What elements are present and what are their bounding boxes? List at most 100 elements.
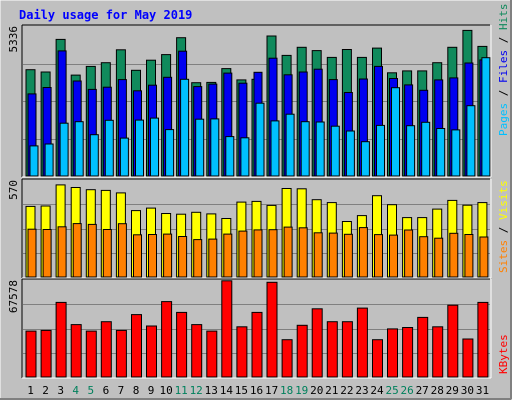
y-max-label: 67578 xyxy=(7,280,20,313)
bar-pages xyxy=(467,106,475,176)
bar-kbytes xyxy=(327,322,337,377)
bar-kbytes xyxy=(237,327,247,377)
bar-pages xyxy=(90,135,98,176)
x-tick-label: 3 xyxy=(57,384,64,397)
x-tick-label: 16 xyxy=(250,384,263,397)
bar-sites xyxy=(43,230,51,278)
bar-sites xyxy=(179,237,187,278)
bar-kbytes xyxy=(252,312,262,377)
bar-sites xyxy=(269,230,277,277)
bar-kbytes xyxy=(403,328,413,378)
x-tick-label: 10 xyxy=(159,384,172,397)
x-tick-label: 24 xyxy=(370,384,384,397)
bar-pages xyxy=(361,142,369,176)
bar-pages xyxy=(60,123,68,176)
legend-pages-files-hits: Pages / Files / Hits xyxy=(497,4,510,137)
bar-kbytes xyxy=(478,302,488,377)
bar-sites xyxy=(359,228,367,277)
bar-sites xyxy=(224,234,232,277)
bar-pages xyxy=(256,103,264,176)
x-tick-label: 28 xyxy=(431,384,444,397)
bar-pages xyxy=(136,120,144,176)
bar-pages xyxy=(30,146,38,176)
y-max-label: 570 xyxy=(7,180,20,200)
bar-sites xyxy=(149,235,157,278)
bar-kbytes xyxy=(116,330,126,377)
legend-sites-visits: Sites / Visits xyxy=(497,180,510,273)
x-tick-label: 30 xyxy=(461,384,474,397)
bar-kbytes xyxy=(207,331,217,377)
bar-kbytes xyxy=(357,308,367,377)
bar-kbytes xyxy=(101,322,111,377)
bar-pages xyxy=(407,126,415,176)
x-tick-label: 1 xyxy=(27,384,34,397)
chart-title: Daily usage for May 2019 xyxy=(19,8,192,22)
bar-kbytes xyxy=(162,302,172,377)
bar-sites xyxy=(344,234,352,277)
bar-pages xyxy=(286,114,294,176)
x-tick-label: 4 xyxy=(72,384,79,397)
bar-pages xyxy=(211,119,219,176)
bar-sites xyxy=(103,230,111,278)
bar-kbytes xyxy=(132,315,142,377)
bar-kbytes xyxy=(297,325,307,377)
bar-pages xyxy=(181,79,189,176)
x-tick-label: 8 xyxy=(133,384,140,397)
x-tick-label: 25 xyxy=(385,384,398,397)
bar-kbytes xyxy=(192,325,202,377)
bar-kbytes xyxy=(177,312,187,377)
bar-sites xyxy=(239,231,247,277)
bar-sites xyxy=(465,235,473,278)
bar-kbytes xyxy=(222,281,232,377)
bar-pages xyxy=(392,88,400,176)
x-tick-label: 18 xyxy=(280,384,293,397)
bar-kbytes xyxy=(312,309,322,377)
bar-pages xyxy=(377,125,385,176)
bar-kbytes xyxy=(463,339,473,377)
bar-pages xyxy=(316,122,324,176)
bar-sites xyxy=(390,235,398,277)
bar-pages xyxy=(75,122,83,176)
bar-kbytes xyxy=(418,317,428,377)
bar-kbytes xyxy=(147,326,157,377)
bar-sites xyxy=(480,237,488,277)
x-tick-label: 27 xyxy=(416,384,429,397)
y-max-label: 5336 xyxy=(7,26,20,53)
bar-pages xyxy=(482,58,490,176)
x-tick-label: 17 xyxy=(265,384,278,397)
bar-kbytes xyxy=(342,322,352,377)
bar-sites xyxy=(420,237,428,277)
x-tick-label: 12 xyxy=(190,384,203,397)
bar-sites xyxy=(73,224,81,277)
bar-pages xyxy=(241,138,249,176)
bar-sites xyxy=(134,235,142,277)
bar-kbytes xyxy=(373,340,383,377)
bar-pages xyxy=(120,138,128,176)
bar-pages xyxy=(151,118,159,176)
x-tick-label: 15 xyxy=(235,384,248,397)
bar-pages xyxy=(452,130,460,176)
x-tick-label: 14 xyxy=(220,384,234,397)
bar-sites xyxy=(28,229,36,277)
x-tick-label: 2 xyxy=(42,384,49,397)
bar-pages xyxy=(301,122,309,176)
bar-pages xyxy=(422,122,430,176)
bar-sites xyxy=(209,239,217,277)
bar-sites xyxy=(194,240,202,277)
bar-kbytes xyxy=(56,302,66,377)
x-tick-label: 5 xyxy=(87,384,94,397)
x-tick-label: 31 xyxy=(476,384,489,397)
bar-kbytes xyxy=(267,282,277,377)
bar-sites xyxy=(118,224,126,277)
bar-pages xyxy=(437,129,445,177)
bar-kbytes xyxy=(86,331,96,377)
bar-pages xyxy=(105,120,113,176)
bar-sites xyxy=(299,228,307,277)
x-tick-label: 23 xyxy=(355,384,368,397)
bar-sites xyxy=(164,234,172,277)
bar-kbytes xyxy=(41,330,51,377)
bar-pages xyxy=(271,121,279,176)
x-tick-label: 7 xyxy=(118,384,125,397)
bar-kbytes xyxy=(433,327,443,377)
